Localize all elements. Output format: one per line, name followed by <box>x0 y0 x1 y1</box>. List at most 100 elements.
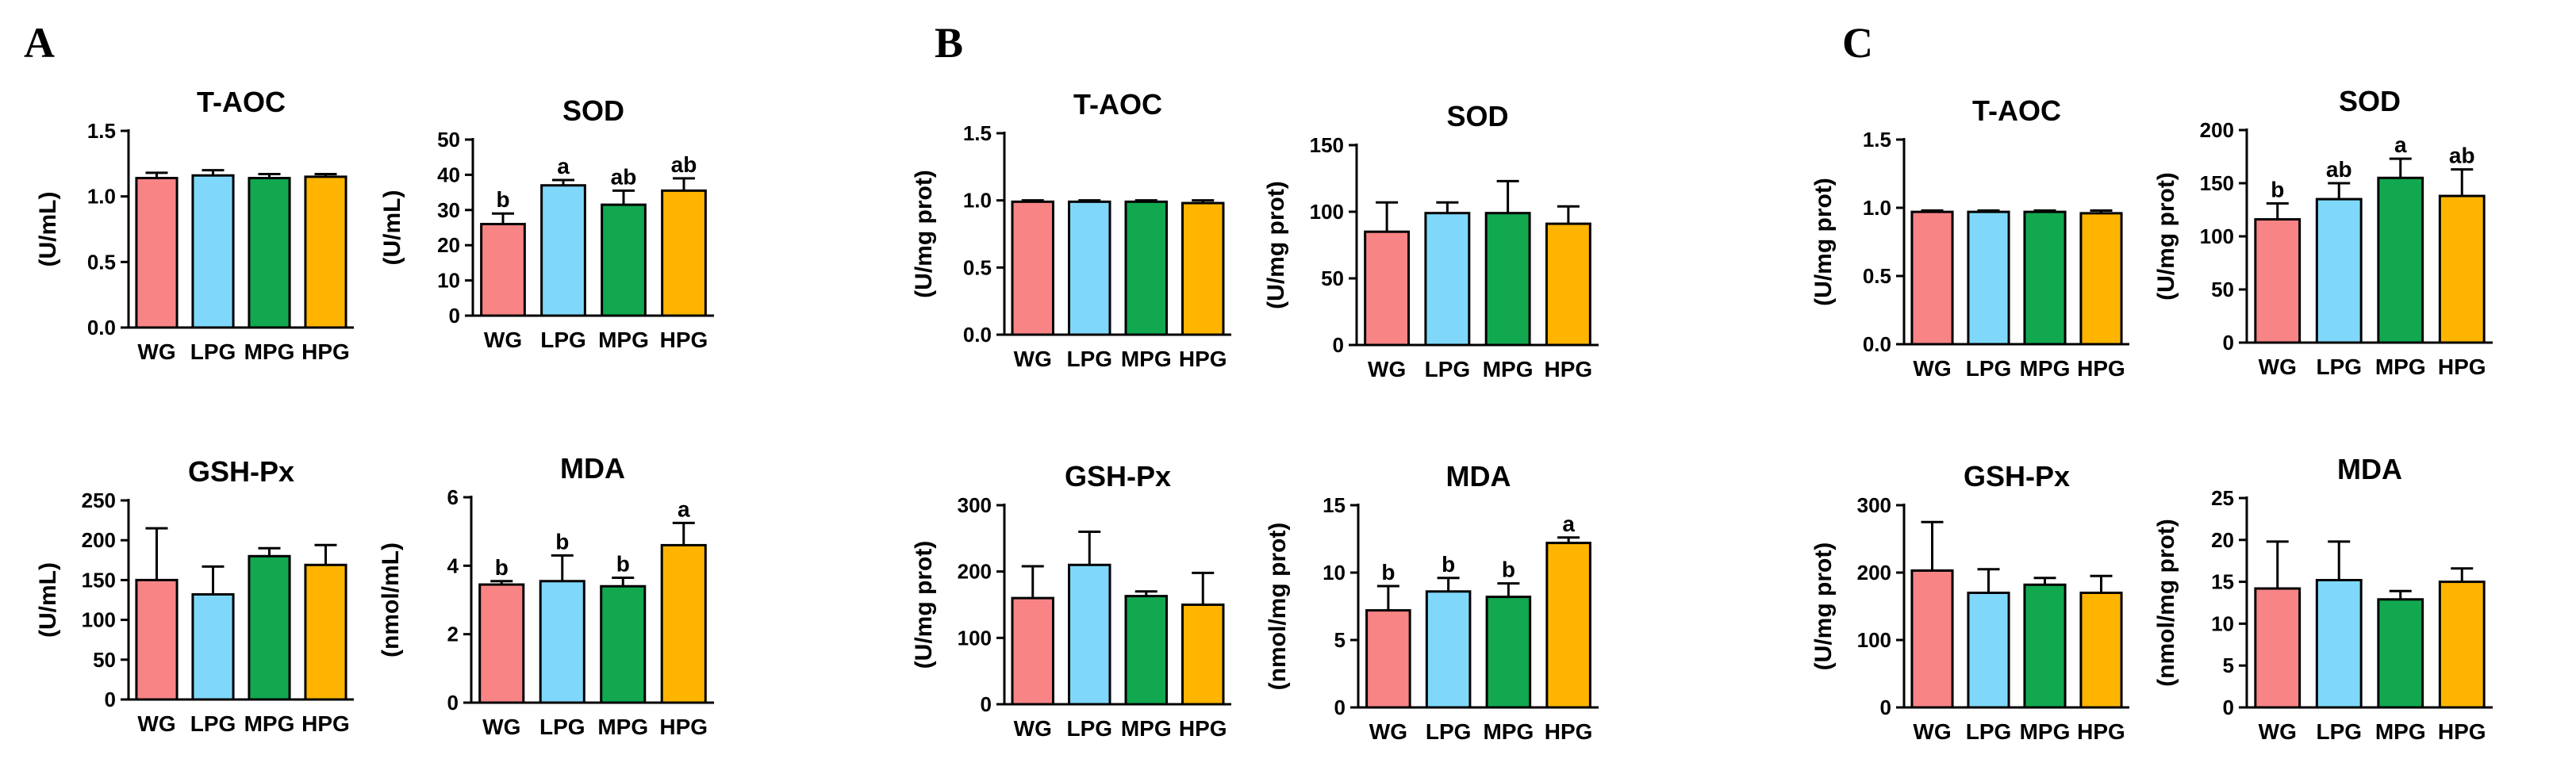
bar-mpg <box>1484 212 1531 347</box>
x-tick-label-lpg: LPG <box>1426 719 1472 744</box>
charts-layer: T-AOC(U/mL)0.00.51.01.5WG LPG MPG HPGSOD(U/… <box>35 85 2493 744</box>
bar-hpg <box>660 543 707 704</box>
y-axis-label: (U/mg prot) <box>2153 172 2179 301</box>
bar-hpg <box>304 563 347 701</box>
y-tick-label: 5 <box>1334 628 1346 652</box>
chart-a-sod: SOD (U/mL) 0 10 20 30 40 50 b WG a LPG ab MPG ab HPG <box>379 94 714 352</box>
y-tick-label: 0 <box>2223 696 2234 719</box>
x-tick-label-lpg: LPG <box>190 339 236 364</box>
y-tick-label: 150 <box>1310 133 1344 157</box>
significance-letter-lpg: ab <box>2326 157 2352 182</box>
chart-a-mda: MDA (nmol/mL) 0 2 4 6 b WG b LPG b MPG a HPG <box>378 452 714 739</box>
bar-wg <box>1364 230 1411 347</box>
y-tick-label: 100 <box>82 608 116 632</box>
bar-hpg <box>1181 604 1225 706</box>
bar-mpg <box>2023 210 2067 346</box>
chart-b-gsh-px: GSH-Px (U/mg prot) 0 100 200 300 WG LPG MPG HPG <box>911 460 1231 741</box>
x-tick-label-hpg: HPG <box>1179 347 1227 371</box>
bar-wg <box>478 583 525 704</box>
significance-letter-hpg: a <box>678 496 690 521</box>
bar-mpg <box>248 177 291 329</box>
x-tick-label-mpg: MPG <box>2020 356 2071 381</box>
y-tick-label: 0.0 <box>963 323 992 347</box>
y-axis-label: (U/mg prot) <box>911 170 937 298</box>
bar-hpg <box>1545 222 1591 347</box>
y-axis-label: (U/mL) <box>35 562 61 638</box>
chart-title: MDA <box>1446 460 1511 492</box>
x-tick-label-wg: WG <box>1369 719 1407 744</box>
chart-b-sod: SOD (U/mg prot) 0 50 100 150 WG LPG MPG HPG <box>1263 100 1599 381</box>
y-tick-label: 0 <box>105 688 116 711</box>
y-tick-label: 1.0 <box>87 185 116 209</box>
y-tick-label: 50 <box>2211 278 2234 301</box>
x-tick-label-hpg: HPG <box>1179 716 1227 741</box>
chart-a-t-aoc: T-AOC (U/mL) 0.0 0.5 1.0 1.5 WG LPG MPG HPG <box>35 86 354 364</box>
chart-title: MDA <box>560 452 625 485</box>
x-tick-label-hpg: HPG <box>660 328 708 352</box>
bar-lpg <box>539 580 585 704</box>
y-tick-label: 0.0 <box>87 316 116 339</box>
y-tick-label: 6 <box>447 485 459 509</box>
y-tick-label: 250 <box>82 489 116 512</box>
x-tick-label-lpg: LPG <box>1966 356 2012 381</box>
x-tick-label-mpg: MPG <box>1483 719 1534 744</box>
x-tick-label-mpg: MPG <box>2375 355 2426 379</box>
y-tick-label: 50 <box>93 648 116 672</box>
bar-mpg <box>1124 200 1168 336</box>
y-tick-label: 200 <box>82 528 116 552</box>
y-axis-label: (nmol/mg prot) <box>2153 519 2179 687</box>
bar-lpg <box>191 174 235 329</box>
bar-wg <box>135 177 179 329</box>
bar-wg <box>1910 210 1954 346</box>
y-tick-label: 0.5 <box>87 250 116 274</box>
chart-title: T-AOC <box>197 86 286 118</box>
significance-letter-lpg: b <box>555 529 569 554</box>
y-tick-label: 0.5 <box>963 255 992 279</box>
y-tick-label: 100 <box>958 626 992 650</box>
chart-title: SOD <box>2339 85 2401 117</box>
x-tick-label-hpg: HPG <box>659 715 708 739</box>
chart-a-gsh-px: GSH-Px (U/mL) 0 50 100 150 200 250 WG LPG MPG HPG <box>35 455 354 736</box>
y-tick-label: 30 <box>437 198 460 222</box>
significance-letter-mpg: a <box>2394 132 2407 157</box>
y-tick-label: 50 <box>1321 266 1344 290</box>
y-tick-label: 15 <box>2211 570 2234 594</box>
y-tick-label: 10 <box>437 269 460 293</box>
bar-mpg <box>2377 176 2424 344</box>
bar-hpg <box>304 175 347 329</box>
y-tick-label: 0 <box>1334 696 1346 719</box>
y-tick-label: 1.0 <box>1863 196 1891 220</box>
significance-letter-wg: b <box>2271 177 2284 201</box>
y-tick-label: 0 <box>1880 696 1891 719</box>
bar-lpg <box>2315 197 2363 344</box>
y-axis-label: (nmol/mg prot) <box>1265 523 1291 691</box>
bar-hpg <box>2079 592 2123 709</box>
chart-title: SOD <box>562 94 624 127</box>
bar-wg <box>2254 218 2302 344</box>
x-tick-label-hpg: HPG <box>2438 719 2486 744</box>
x-tick-label-hpg: HPG <box>1545 357 1593 381</box>
x-tick-label-wg: WG <box>2259 719 2297 744</box>
bar-wg <box>135 578 179 701</box>
bar-lpg <box>1068 563 1111 706</box>
x-tick-label-hpg: HPG <box>301 339 350 364</box>
bar-wg <box>1011 200 1054 336</box>
y-tick-label: 0 <box>1333 333 1344 357</box>
x-tick-label-hpg: HPG <box>2077 356 2125 381</box>
x-tick-label-wg: WG <box>1368 357 1406 381</box>
x-tick-label-mpg: MPG <box>2375 719 2426 744</box>
y-tick-label: 15 <box>1323 493 1346 517</box>
x-tick-label-lpg: LPG <box>190 711 236 736</box>
significance-letter-mpg: b <box>616 551 630 576</box>
x-tick-label-wg: WG <box>1913 719 1951 744</box>
x-tick-label-lpg: LPG <box>1425 357 1471 381</box>
bar-lpg <box>1424 212 1471 347</box>
x-tick-label-hpg: HPG <box>1545 719 1593 744</box>
chart-c-gsh-px: GSH-Px (U/mg prot) 0 100 200 300 WG LPG MPG HPG <box>1810 460 2129 744</box>
significance-letter-hpg: ab <box>671 152 697 177</box>
x-tick-label-wg: WG <box>482 715 520 739</box>
x-tick-label-lpg: LPG <box>539 715 585 739</box>
y-tick-label: 0 <box>447 691 459 715</box>
bar-mpg <box>601 203 647 317</box>
